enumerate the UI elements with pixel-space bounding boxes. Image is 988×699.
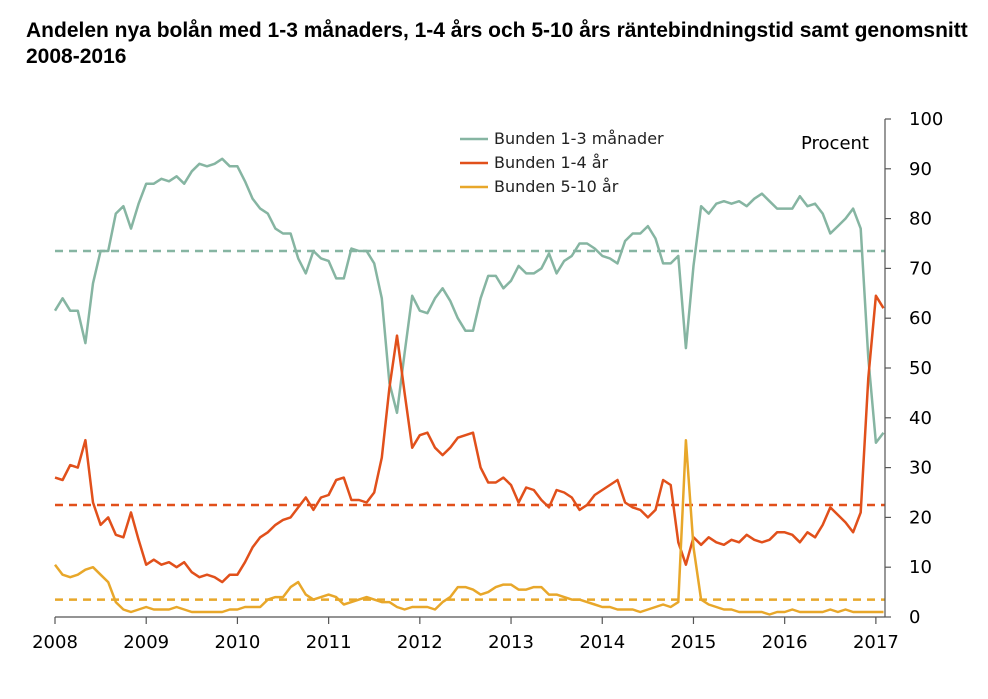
x-tick-label: 2012 <box>397 632 443 653</box>
legend-label-1: Bunden 1-3 månader <box>494 129 664 148</box>
x-tick-label: 2016 <box>762 632 808 653</box>
series-line-1 <box>53 157 885 444</box>
legend: Bunden 1-3 månader Bunden 1-4 år Bunden 5-… <box>460 129 664 196</box>
x-tick-label: 2014 <box>579 632 625 653</box>
y-tick-label: 70 <box>909 258 932 279</box>
x-tick-label: 2010 <box>215 632 261 653</box>
y-tick-label: 20 <box>909 507 932 528</box>
x-tick-label: 2013 <box>488 632 534 653</box>
series-line-3 <box>54 438 884 616</box>
legend-label-3: Bunden 5-10 år <box>494 177 619 196</box>
y-tick-label: 10 <box>909 557 932 578</box>
y-tick-label: 60 <box>909 308 932 329</box>
x-tick-label: 2017 <box>853 632 899 653</box>
y-tick-label: 40 <box>909 408 932 429</box>
y-tick-label: 50 <box>909 358 932 379</box>
y-tick-label: 90 <box>909 159 932 180</box>
x-tick-label: 2015 <box>671 632 717 653</box>
y-tick-label: 80 <box>909 209 932 230</box>
axes: 0 10 20 30 40 50 60 70 80 90 100 2008 2009 2010 2011 20… <box>32 109 943 653</box>
y-tick-label: 100 <box>909 109 943 130</box>
y-unit-label: Procent <box>801 133 869 154</box>
series-lines <box>53 157 885 616</box>
legend-label-2: Bunden 1-4 år <box>494 153 609 172</box>
chart-title: Andelen nya bolån med 1-3 månaders, 1-4 … <box>26 19 968 68</box>
x-tick-label: 2009 <box>123 632 169 653</box>
series-line-2 <box>54 294 885 584</box>
x-tick-label: 2008 <box>32 632 78 653</box>
x-tick-label: 2011 <box>306 632 352 653</box>
average-lines <box>55 249 885 601</box>
y-tick-label: 30 <box>909 458 932 479</box>
y-tick-label: 0 <box>909 607 920 628</box>
